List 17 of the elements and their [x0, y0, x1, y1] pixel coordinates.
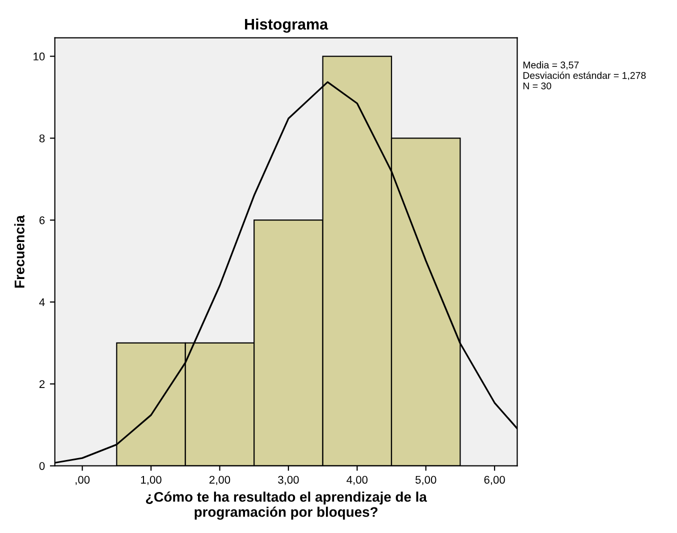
text: Media = 3,57 Desviación estándar = 1,278 N = 30: [523, 61, 646, 90]
chart-title: Histograma: [245, 18, 328, 33]
y-tick-label: 10: [34, 52, 45, 60]
x-tick-label: ,00: [76, 476, 90, 486]
y-axis-title: Frecuencia: [14, 215, 24, 288]
x-tick-label: 4,00: [346, 476, 368, 486]
x-tick-label: 2,00: [209, 476, 230, 486]
x-tick-label: 1,00: [141, 476, 162, 486]
y-tick-label: 4: [39, 298, 45, 306]
x-tick-label: 6,00: [484, 476, 505, 486]
y-tick-label: 6: [40, 216, 45, 224]
y-tick-label: 0: [39, 462, 45, 470]
y-tick-label: 8: [39, 134, 45, 142]
x-tick-label: 5,00: [415, 476, 436, 486]
y-tick-label: 2: [39, 380, 45, 388]
x-axis-title: ¿Cómo te ha resultado el aprendizaje de la programación por bloques?: [146, 491, 427, 520]
x-tick-label: 3,00: [278, 476, 299, 486]
